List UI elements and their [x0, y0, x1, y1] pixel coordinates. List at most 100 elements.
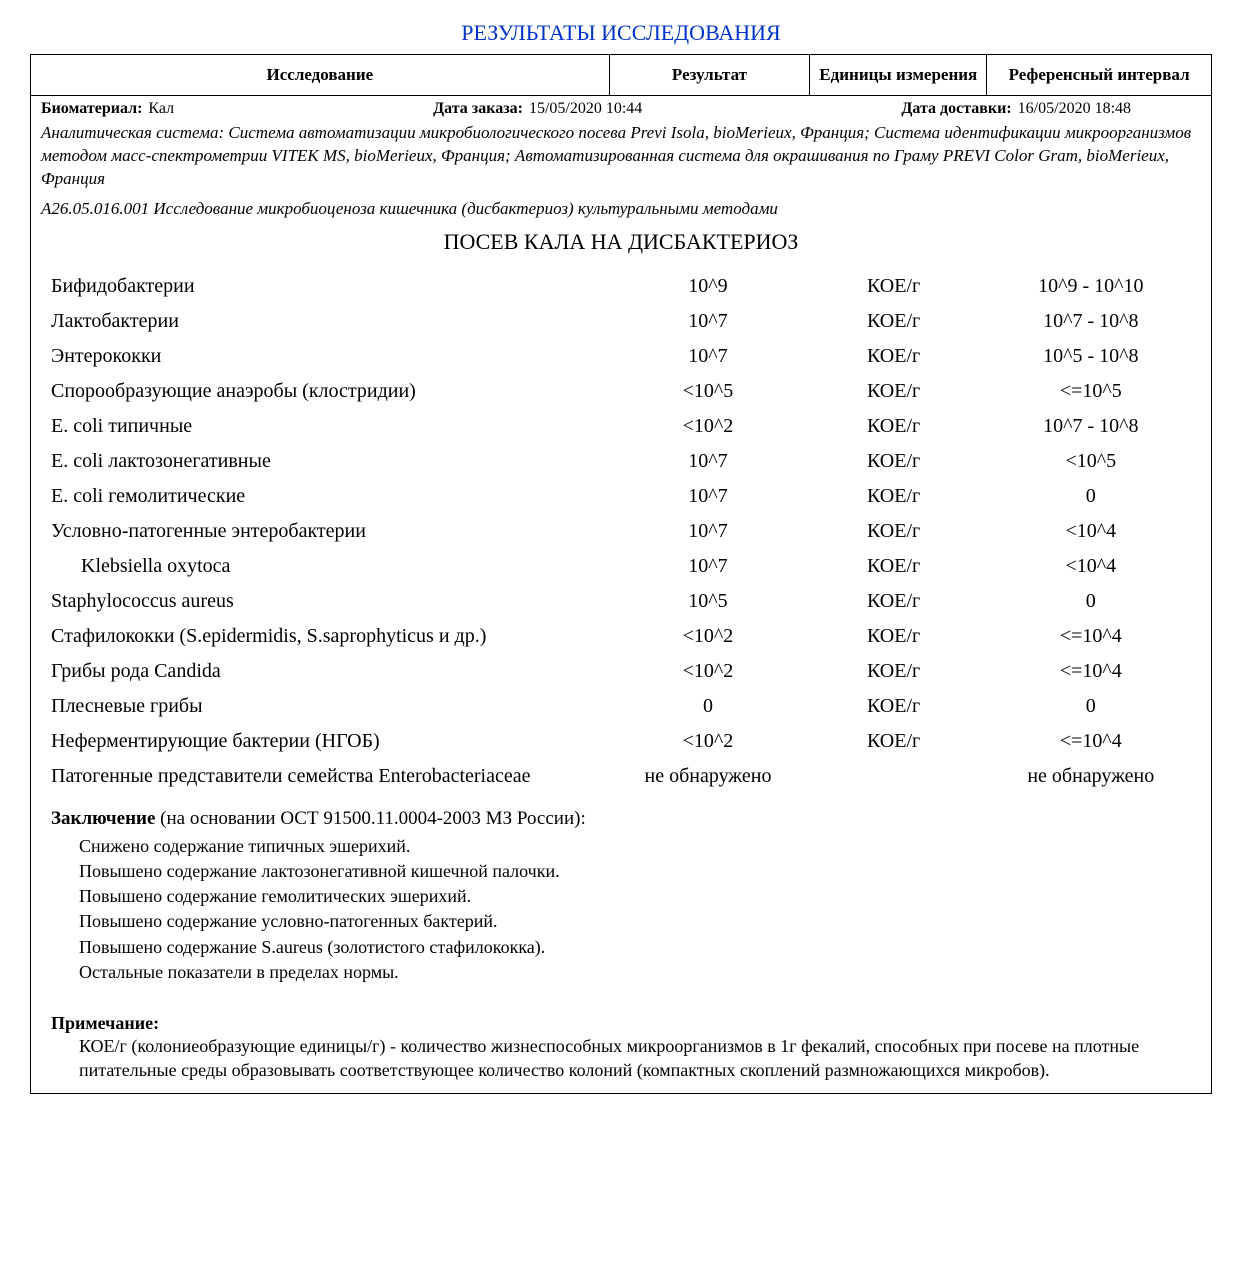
col-header-result: Результат — [609, 55, 810, 96]
note-body: КОЕ/г (колониеобразующие единицы/г) - ко… — [51, 1034, 1201, 1083]
result-value: 10^7 — [609, 479, 806, 514]
note-block: Примечание: КОЕ/г (колониеобразующие еди… — [41, 1013, 1201, 1083]
conclusion-line: Повышено содержание S.aureus (золотистог… — [79, 935, 1201, 960]
report-frame: Исследование Результат Единицы измерения… — [30, 54, 1212, 1094]
header-table: Исследование Результат Единицы измерения… — [31, 55, 1211, 96]
result-reference: 10^7 - 10^8 — [981, 304, 1201, 339]
result-value: 10^7 — [609, 549, 806, 584]
col-header-unit: Единицы измерения — [810, 55, 987, 96]
result-row: E. coli гемолитические10^7КОЕ/г0 — [41, 479, 1201, 514]
result-name: Патогенные представители семейства Enter… — [41, 759, 609, 794]
meta-line: Биоматериал: Кал Дата заказа: 15/05/2020… — [41, 100, 1201, 118]
result-unit: КОЕ/г — [807, 549, 981, 584]
study-code-line: А26.05.016.001 Исследование микробиоцено… — [41, 199, 1201, 219]
result-name: Бифидобактерии — [41, 269, 609, 304]
result-row: Спорообразующие анаэробы (клостридии)<10… — [41, 374, 1201, 409]
delivery-date-label: Дата доставки: — [901, 100, 1011, 118]
result-reference: 10^7 - 10^8 — [981, 409, 1201, 444]
result-value: 10^7 — [609, 444, 806, 479]
result-name: E. coli гемолитические — [41, 479, 609, 514]
result-row: Staphylococcus aureus10^5КОЕ/г0 — [41, 584, 1201, 619]
result-row: E. coli лактозонегативные10^7КОЕ/г<10^5 — [41, 444, 1201, 479]
document-title: РЕЗУЛЬТАТЫ ИССЛЕДОВАНИЯ — [30, 20, 1212, 46]
order-date-label: Дата заказа: — [433, 100, 523, 118]
result-unit: КОЕ/г — [807, 724, 981, 759]
result-unit: КОЕ/г — [807, 444, 981, 479]
result-unit: КОЕ/г — [807, 304, 981, 339]
conclusion-body: Снижено содержание типичных эшерихий.Пов… — [51, 834, 1201, 985]
result-reference: 10^9 - 10^10 — [981, 269, 1201, 304]
result-name: Плесневые грибы — [41, 689, 609, 724]
conclusion-basis: (на основании ОСТ 91500.11.0004-2003 МЗ … — [160, 808, 586, 829]
result-row: Стафилококки (S.epidermidis, S.saprophyt… — [41, 619, 1201, 654]
result-value: <10^5 — [609, 374, 806, 409]
order-date-value: 15/05/2020 10:44 — [529, 100, 642, 118]
delivery-date-value: 16/05/2020 18:48 — [1018, 100, 1131, 118]
result-value: 0 — [609, 689, 806, 724]
content-block: Биоматериал: Кал Дата заказа: 15/05/2020… — [31, 96, 1211, 1093]
note-head: Примечание: — [51, 1013, 1201, 1034]
result-reference: 0 — [981, 479, 1201, 514]
result-name: Klebsiella oxytoca — [41, 549, 609, 584]
result-unit: КОЕ/г — [807, 619, 981, 654]
result-value: 10^7 — [609, 339, 806, 374]
result-name: Грибы рода Candida — [41, 654, 609, 689]
result-row: Патогенные представители семейства Enter… — [41, 759, 1201, 794]
result-reference: <=10^4 — [981, 619, 1201, 654]
result-reference: <=10^4 — [981, 724, 1201, 759]
result-value: 10^9 — [609, 269, 806, 304]
result-row: Плесневые грибы0КОЕ/г0 — [41, 689, 1201, 724]
conclusion-head: Заключение — [51, 808, 155, 829]
result-unit: КОЕ/г — [807, 584, 981, 619]
result-name: Стафилококки (S.epidermidis, S.saprophyt… — [41, 619, 609, 654]
result-value: <10^2 — [609, 654, 806, 689]
result-name: Энтерококки — [41, 339, 609, 374]
result-unit: КОЕ/г — [807, 689, 981, 724]
result-reference: 0 — [981, 584, 1201, 619]
result-row: E. coli типичные<10^2КОЕ/г10^7 - 10^8 — [41, 409, 1201, 444]
result-row: Klebsiella oxytoca10^7КОЕ/г<10^4 — [41, 549, 1201, 584]
result-row: Условно-патогенные энтеробактерии10^7КОЕ… — [41, 514, 1201, 549]
result-unit: КОЕ/г — [807, 654, 981, 689]
result-name: Staphylococcus aureus — [41, 584, 609, 619]
result-name: E. coli типичные — [41, 409, 609, 444]
result-reference: <=10^5 — [981, 374, 1201, 409]
result-row: Неферментирующие бактерии (НГОБ)<10^2КОЕ… — [41, 724, 1201, 759]
col-header-name: Исследование — [31, 55, 609, 96]
result-unit: КОЕ/г — [807, 339, 981, 374]
result-unit: КОЕ/г — [807, 514, 981, 549]
col-header-ref: Референсный интервал — [987, 55, 1211, 96]
result-row: Бифидобактерии10^9КОЕ/г10^9 - 10^10 — [41, 269, 1201, 304]
result-row: Грибы рода Candida<10^2КОЕ/г<=10^4 — [41, 654, 1201, 689]
result-name: Лактобактерии — [41, 304, 609, 339]
result-row: Лактобактерии10^7КОЕ/г10^7 - 10^8 — [41, 304, 1201, 339]
result-reference: не обнаружено — [981, 759, 1201, 794]
result-row: Энтерококки10^7КОЕ/г10^5 - 10^8 — [41, 339, 1201, 374]
conclusion-block: Заключение (на основании ОСТ 91500.11.00… — [41, 808, 1201, 985]
result-name: Спорообразующие анаэробы (клостридии) — [41, 374, 609, 409]
result-value: 10^5 — [609, 584, 806, 619]
result-reference: 10^5 - 10^8 — [981, 339, 1201, 374]
result-reference: 0 — [981, 689, 1201, 724]
result-reference: <10^4 — [981, 514, 1201, 549]
result-value: <10^2 — [609, 724, 806, 759]
biomaterial-value: Кал — [148, 100, 174, 118]
biomaterial-label: Биоматериал: — [41, 100, 142, 118]
results-table: Бифидобактерии10^9КОЕ/г10^9 - 10^10Лакто… — [41, 269, 1201, 794]
conclusion-line: Повышено содержание гемолитических эшери… — [79, 884, 1201, 909]
result-name: E. coli лактозонегативные — [41, 444, 609, 479]
conclusion-line: Повышено содержание лактозонегативной ки… — [79, 859, 1201, 884]
result-unit: КОЕ/г — [807, 269, 981, 304]
result-reference: <=10^4 — [981, 654, 1201, 689]
result-value: <10^2 — [609, 409, 806, 444]
result-reference: <10^4 — [981, 549, 1201, 584]
result-reference: <10^5 — [981, 444, 1201, 479]
result-name: Неферментирующие бактерии (НГОБ) — [41, 724, 609, 759]
result-unit — [807, 759, 981, 794]
conclusion-line: Остальные показатели в пределах нормы. — [79, 960, 1201, 985]
result-unit: КОЕ/г — [807, 409, 981, 444]
result-value: 10^7 — [609, 514, 806, 549]
result-value: 10^7 — [609, 304, 806, 339]
conclusion-line: Повышено содержание условно-патогенных б… — [79, 909, 1201, 934]
result-unit: КОЕ/г — [807, 479, 981, 514]
